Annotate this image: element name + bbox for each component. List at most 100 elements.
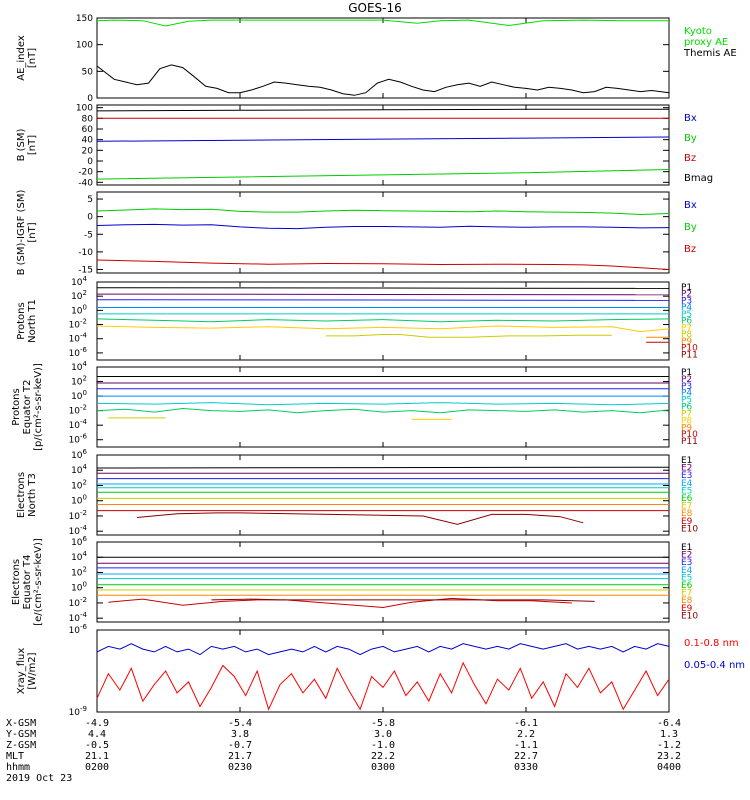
y-tick-label: 104 [71, 463, 87, 476]
footer-row-value: -1.0 [371, 740, 395, 751]
y-axis-label: [nT] [27, 135, 38, 155]
y-tick-label: 102 [71, 289, 87, 302]
legend-label: E2 [681, 464, 692, 474]
series-line-p2 [96, 293, 670, 296]
footer-row-value: -4.9 [85, 718, 109, 729]
legend-label: E3 [681, 471, 692, 481]
legend-label: E1 [681, 543, 692, 553]
y-tick-exponent: 0 [83, 581, 87, 589]
legend-label: P4 [681, 389, 692, 399]
y-tick-label: 10-2 [69, 596, 87, 609]
footer-row-label: X-GSM [6, 718, 36, 729]
legend-label: P1 [681, 283, 692, 293]
legend-label: P5 [681, 396, 692, 406]
y-tick-exponent: -4 [80, 418, 88, 426]
series-line-bx [96, 223, 670, 230]
footer-row-value: -1.2 [657, 740, 681, 751]
y-tick-label: 10-6 [69, 623, 88, 636]
y-axis-label: [nT] [27, 222, 38, 242]
y-axis-label: B (SM) [16, 128, 27, 161]
footer-date: 2019 Oct 23 [6, 773, 72, 784]
series-line-e1 [96, 466, 670, 469]
panel-frame [96, 541, 670, 623]
y-tick-label: 104 [71, 275, 87, 288]
y-tick-label: 10-4 [69, 418, 88, 431]
footer-row-value: -5.4 [228, 718, 252, 729]
footer-row-value: -0.7 [228, 740, 252, 751]
y-axis-label: North T1 [27, 299, 38, 343]
legend-label: E6 [681, 581, 693, 591]
y-tick-exponent: -2 [80, 509, 87, 517]
legend-label: E1 [681, 456, 692, 466]
y-tick-exponent: -2 [80, 596, 87, 604]
series-line-p3 [96, 299, 670, 301]
y-axis-label: [nT] [27, 48, 38, 68]
y-tick-exponent: 0 [83, 389, 87, 397]
y-tick-label: 0 [87, 157, 93, 167]
legend-label: 0.1-0.8 nm [684, 638, 739, 649]
y-tick-label: 100 [71, 494, 87, 507]
y-tick-label: 104 [71, 360, 87, 373]
legend-label: P2 [681, 375, 692, 385]
footer-row-value: 1.3 [660, 729, 678, 740]
series-line-0-05-0-4-nm [96, 643, 670, 656]
footer-row-value: 23.2 [657, 751, 681, 762]
series-line-kyoto-proxy-ae [96, 19, 669, 27]
legend-label: E5 [681, 573, 692, 583]
legend-label: P4 [681, 303, 692, 313]
series-line-p8 [325, 334, 612, 338]
legend-label: Bz [684, 153, 696, 164]
y-axis-label: Equator T2 [22, 380, 33, 435]
legend-label: E10 [681, 611, 698, 621]
series-line-p5 [96, 402, 670, 406]
footer-row-value: 4.4 [88, 729, 106, 740]
panel-frame [96, 17, 670, 99]
legend-label: E4 [681, 566, 693, 576]
panel-3: -15 -10 -5 0 5 B (SM)-IGRF (SM) [nT] Bx By Bz [16, 190, 697, 276]
legend-label: P2 [681, 290, 692, 300]
y-axis-label: Protons [11, 388, 22, 425]
footer-row-value: 0200 [85, 762, 109, 773]
legend-label: P3 [681, 382, 692, 392]
legend-label: P9 [681, 423, 692, 433]
series-line-bx [96, 136, 670, 142]
series-line-bmag [96, 108, 669, 112]
footer-row-value: 0400 [657, 762, 681, 773]
y-tick-label: 50 [82, 67, 94, 77]
y-tick-label: 100 [71, 303, 87, 316]
panel-frame [96, 629, 670, 713]
y-tick-label: 0 [87, 94, 93, 104]
series-line-p7 [96, 325, 670, 333]
y-tick-label: 10-2 [69, 318, 87, 331]
footer-row-value: 3.8 [231, 729, 249, 740]
series-line-bz [96, 259, 670, 270]
series-line-p6 [96, 318, 670, 323]
y-tick-label: 10-2 [69, 404, 87, 417]
y-tick-exponent: 4 [83, 550, 88, 558]
series-line-p6 [96, 407, 670, 414]
legend-label: Bmag [684, 173, 713, 184]
y-axis-label: B (SM)-IGRF (SM) [16, 190, 27, 276]
y-tick-label: 100 [71, 581, 87, 594]
y-axis-label: [e/(cm²-s-sr-keV)] [33, 538, 44, 626]
footer-row-value: 0300 [371, 762, 395, 773]
panel-frame [96, 366, 670, 448]
y-tick-label: 10-2 [69, 509, 87, 522]
y-tick-exponent: -4 [80, 611, 88, 619]
legend-label: E8 [681, 596, 693, 606]
footer-row-value: 0330 [514, 762, 538, 773]
legend-label: P3 [681, 296, 692, 306]
legend-label: P10 [681, 344, 698, 354]
legend-label: P1 [681, 368, 692, 378]
y-tick-label: 40 [82, 136, 94, 146]
y-tick-exponent: -6 [80, 433, 88, 441]
y-tick-exponent: 2 [83, 375, 87, 383]
y-tick-label: -15 [78, 265, 93, 275]
y-tick-label: 102 [71, 478, 87, 491]
